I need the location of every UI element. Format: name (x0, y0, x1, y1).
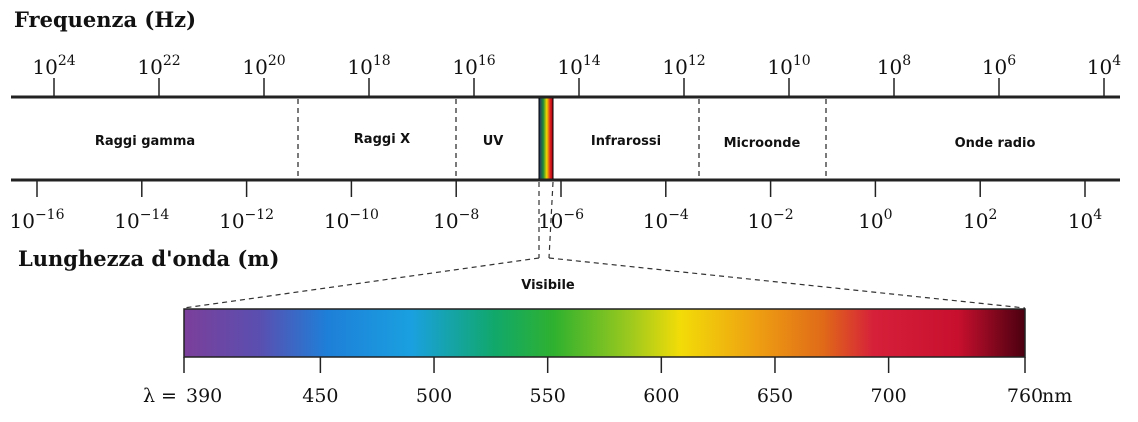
wavelength-tick-exponent: −10 (349, 207, 379, 223)
wavelength-tick-label-2: 10−12 (219, 207, 274, 233)
visible-unit-label: nm (1042, 385, 1072, 407)
wavelength-tick-label-5: 10−6 (538, 207, 584, 233)
wavelength-tick-label-9: 102 (963, 207, 997, 233)
wavelength-tick-base: 10 (858, 209, 883, 233)
frequency-tick-label-4: 1016 (452, 53, 495, 79)
frequency-tick-base: 10 (877, 55, 902, 79)
wavelength-tick-label-10: 104 (1068, 207, 1102, 233)
frequency-tick-base: 10 (767, 55, 792, 79)
frequency-tick-base: 10 (242, 55, 267, 79)
frequency-tick-label-8: 108 (877, 53, 911, 79)
frequency-tick-base: 10 (32, 55, 57, 79)
wavelength-tick-exponent: −8 (459, 207, 480, 223)
spectrum-band-box (11, 95, 1120, 182)
frequency-tick-exponent: 14 (583, 53, 601, 69)
visible-tick-label-4: 600 (643, 385, 679, 407)
zoom-guide-right-vertical (548, 181, 554, 259)
frequency-tick-exponent: 6 (1007, 53, 1016, 69)
wavelength-tick-label-1: 10−14 (114, 207, 169, 233)
wavelength-tick-exponent: 4 (1093, 207, 1102, 223)
wavelength-tick-exponent: −14 (140, 207, 170, 223)
visible-title: Visibile (521, 278, 575, 293)
visible-tick-label-2: 500 (416, 385, 452, 407)
wavelength-tick-exponent: 0 (884, 207, 893, 223)
visible-zoom-guides (183, 181, 1026, 309)
wavelength-tick-label-0: 10−16 (10, 207, 65, 233)
wavelength-tick-exponent: 2 (988, 207, 997, 223)
band-label-gamma: Raggi gamma (95, 134, 195, 149)
frequency-tick-label-5: 1014 (557, 53, 600, 79)
visible-tick-labels: 390 450 500 550 600 650 700 760 (186, 385, 1043, 407)
wavelength-tick-marks (36, 180, 1086, 197)
frequency-tick-marks (53, 78, 1105, 97)
wavelength-tick-exponent: −6 (563, 207, 584, 223)
wavelength-tick-exponent: −4 (668, 207, 689, 223)
frequency-tick-label-1: 1022 (137, 53, 180, 79)
zoom-guide-right-diagonal (548, 257, 1026, 309)
frequency-tick-label-9: 106 (982, 53, 1016, 79)
band-label-microwave: Microonde (724, 136, 801, 151)
frequency-tick-exponent: 16 (478, 53, 496, 69)
wavelength-tick-exponent: −2 (773, 207, 794, 223)
band-dividers (297, 99, 827, 178)
frequency-tick-exponent: 12 (688, 53, 706, 69)
frequency-tick-label-7: 1010 (767, 53, 810, 79)
visible-band-strip (539, 98, 553, 179)
visible-lambda-prefix: λ = (143, 385, 183, 407)
frequency-tick-label-2: 1020 (242, 53, 285, 79)
frequency-tick-labels: 1024 1022 1020 1018 1016 1014 1012 1010 108 106 10… (32, 53, 1121, 79)
wavelength-axis-title: Lunghezza d'onda (m) (18, 246, 279, 271)
frequency-tick-base: 10 (1087, 55, 1112, 79)
wavelength-tick-base: 10 (219, 209, 244, 233)
wavelength-tick-base: 10 (748, 209, 773, 233)
frequency-tick-base: 10 (137, 55, 162, 79)
frequency-tick-base: 10 (982, 55, 1007, 79)
wavelength-tick-base: 10 (433, 209, 458, 233)
frequency-axis-title: Frequenza (Hz) (14, 7, 196, 32)
frequency-tick-base: 10 (662, 55, 687, 79)
frequency-tick-exponent: 24 (58, 53, 76, 69)
visible-tick-label-5: 650 (757, 385, 793, 407)
frequency-tick-label-10: 104 (1087, 53, 1121, 79)
frequency-tick-exponent: 18 (373, 53, 391, 69)
zoom-guide-left-diagonal (183, 257, 540, 309)
frequency-tick-label-0: 1024 (32, 53, 75, 79)
frequency-tick-exponent: 8 (902, 53, 911, 69)
frequency-tick-base: 10 (452, 55, 477, 79)
band-label-radio: Onde radio (955, 136, 1036, 151)
frequency-tick-exponent: 20 (268, 53, 286, 69)
visible-tick-marks (183, 357, 1026, 373)
frequency-tick-exponent: 22 (163, 53, 181, 69)
visible-spectrum-bar (183, 308, 1026, 358)
band-label-xray: Raggi X (354, 132, 410, 147)
frequency-tick-label-6: 1012 (662, 53, 705, 79)
frequency-tick-base: 10 (347, 55, 372, 79)
visible-tick-label-7: 760 (1007, 385, 1043, 407)
wavelength-tick-base: 10 (1068, 209, 1093, 233)
visible-tick-label-6: 700 (870, 385, 906, 407)
wavelength-tick-base: 10 (114, 209, 139, 233)
frequency-tick-exponent: 10 (793, 53, 811, 69)
wavelength-tick-label-3: 10−10 (324, 207, 379, 233)
wavelength-tick-label-4: 10−8 (433, 207, 479, 233)
visible-tick-label-0: 390 (186, 385, 222, 407)
frequency-tick-label-3: 1018 (347, 53, 390, 79)
wavelength-tick-label-7: 10−2 (748, 207, 794, 233)
frequency-tick-base: 10 (557, 55, 582, 79)
visible-tick-label-3: 550 (530, 385, 566, 407)
wavelength-tick-base: 10 (324, 209, 349, 233)
wavelength-tick-exponent: −16 (35, 207, 65, 223)
wavelength-tick-labels: 10−1610−1410−1210−1010−810−610−410−21001… (10, 207, 1103, 233)
wavelength-tick-base: 10 (643, 209, 668, 233)
wavelength-tick-exponent: −12 (245, 207, 275, 223)
visible-tick-label-1: 450 (302, 385, 338, 407)
band-label-infrared: Infrarossi (591, 134, 661, 149)
wavelength-tick-base: 10 (10, 209, 35, 233)
wavelength-tick-label-8: 100 (858, 207, 892, 233)
wavelength-tick-base: 10 (963, 209, 988, 233)
wavelength-tick-label-6: 10−4 (643, 207, 689, 233)
frequency-tick-exponent: 4 (1112, 53, 1121, 69)
band-label-uv: UV (483, 134, 504, 149)
